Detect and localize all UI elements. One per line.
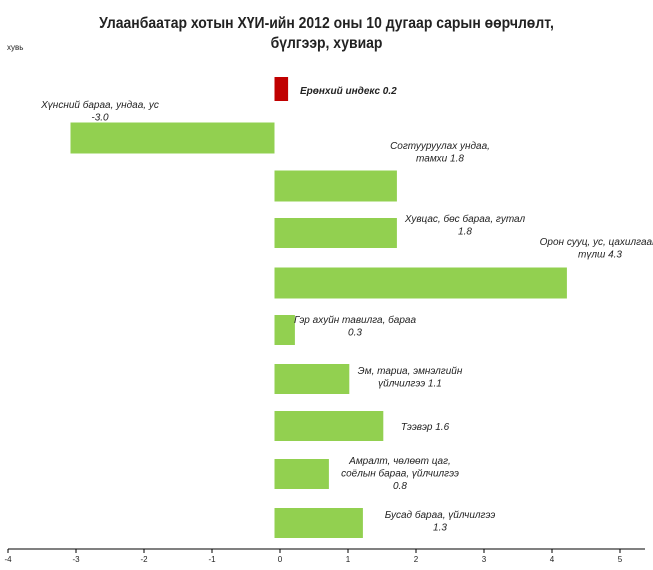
- x-tick-label--4: -4: [4, 555, 12, 564]
- data-label-4: Орон сууц, ус, цахилгаан, түлш 4.3: [540, 237, 653, 261]
- data-label-3: Хувцас, бөс бараа, гутал 1.8: [404, 213, 526, 238]
- data-label-1: Хүнсний бараа, ундаа, ус -3.0: [40, 99, 159, 124]
- x-tick-label-4: 4: [550, 555, 555, 564]
- x-tick-label--2: -2: [140, 555, 148, 564]
- data-label-7: Тээвэр 1.6: [401, 422, 450, 433]
- x-tick-label-2: 2: [414, 555, 419, 564]
- data-label-0: Ерөнхий индекс 0.2: [300, 86, 397, 97]
- x-tick-label-5: 5: [618, 555, 623, 564]
- chart-title-line-2: бүлгээр, хувиар: [270, 35, 383, 52]
- bar-general-index: [274, 77, 289, 101]
- data-label-8: Амралт, чөлөөт цаг, соёлын бараа, үйлчилг…: [341, 456, 459, 492]
- y-axis-label: хувь: [7, 43, 24, 52]
- data-label-6: Эм, тариа, эмнэлгийн үйлчилгээ 1.1: [358, 366, 463, 390]
- bar-1: [70, 122, 275, 154]
- bar-4: [274, 267, 567, 299]
- x-tick-label-1: 1: [346, 555, 351, 564]
- bar-2: [274, 170, 397, 202]
- bar-8: [274, 459, 329, 489]
- bar-9: [274, 508, 363, 538]
- bar-6: [274, 364, 350, 394]
- data-labels-group: Ерөнхий индекс 0.2 Хүнсний бараа, ундаа, …: [40, 86, 653, 534]
- data-label-2: Согтууруулах ундаа, тамхи 1.8: [390, 141, 490, 165]
- data-label-9: Бусад бараа, үйлчилгээ 1.3: [385, 509, 496, 534]
- data-label-5: Гэр ахуйн тавилга, бараа 0.3: [294, 314, 417, 339]
- chart-title-line-1: Улаанбаатар хотын ХҮИ-ийн 2012 оны 10 ду…: [99, 15, 554, 32]
- bar-5: [274, 315, 295, 345]
- x-tick-label-3: 3: [482, 555, 487, 564]
- x-tick-label--1: -1: [208, 555, 216, 564]
- bar-7: [274, 411, 384, 441]
- bar-3: [274, 218, 397, 248]
- x-axis: -4 -3 -2 -1 0 1 2 3 4 5: [4, 548, 645, 564]
- x-tick-label--3: -3: [72, 555, 80, 564]
- chart-title: Улаанбаатар хотын ХҮИ-ийн 2012 оны 10 ду…: [33, 14, 621, 54]
- x-tick-label-0: 0: [278, 555, 283, 564]
- bars-group: [70, 77, 567, 538]
